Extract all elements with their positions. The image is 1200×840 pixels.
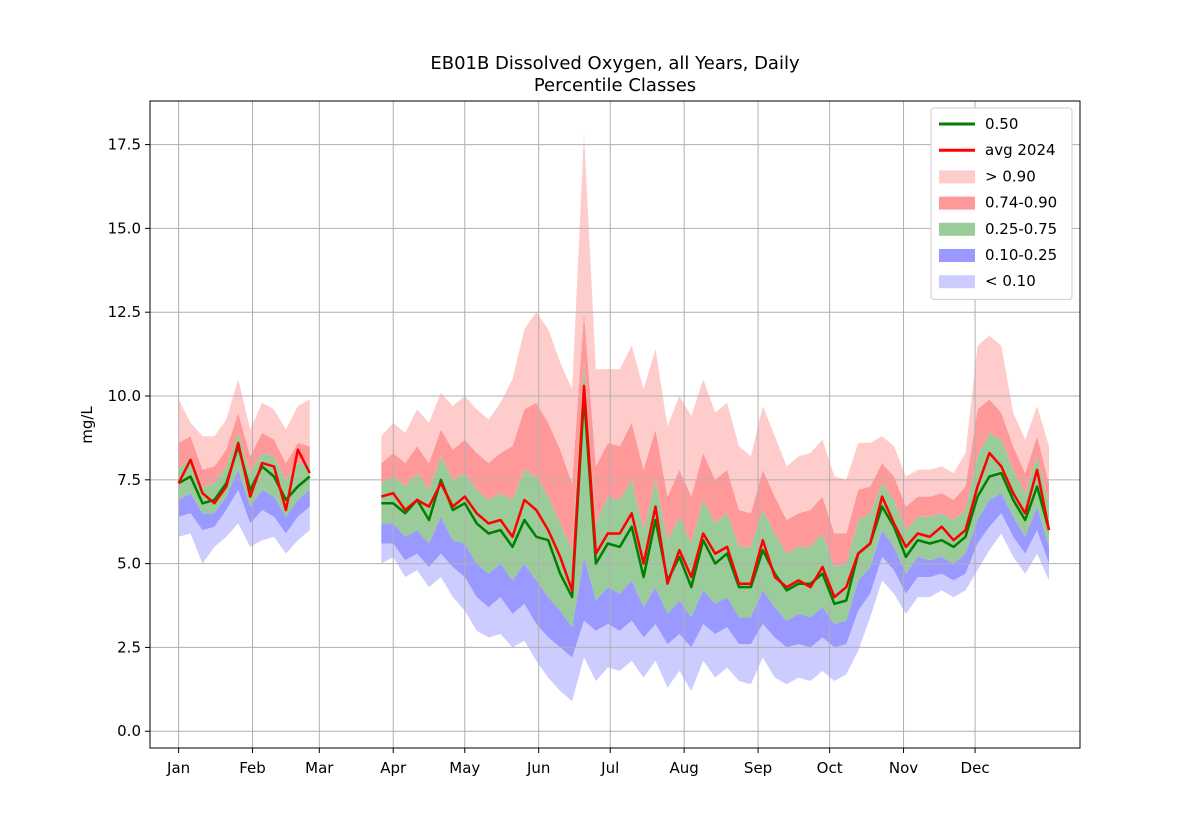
avg-2024-line-seg1 — [380, 384, 1051, 599]
legend-swatch-band — [939, 275, 975, 289]
avg-2024-line-seg0 — [177, 441, 311, 512]
legend-entry-label: < 0.10 — [985, 272, 1036, 290]
legend-entry-label: avg 2024 — [985, 141, 1056, 159]
legend-entry-label: > 0.90 — [985, 167, 1036, 185]
plot-frame — [149, 100, 1081, 749]
x-tick-label: Feb — [239, 759, 266, 777]
y-axis-label: mg/L — [78, 406, 96, 444]
band-above-90-seg0 — [178, 379, 310, 470]
legend-swatch-band — [939, 222, 975, 236]
legend-entry-label: 0.50 — [985, 115, 1018, 133]
x-tick-label: May — [449, 759, 480, 777]
band-below-10-seg0 — [178, 489, 310, 564]
percentile-bands — [178, 134, 1049, 702]
x-tick-label: Jul — [600, 759, 619, 777]
legend-swatch-band — [939, 249, 975, 262]
legend: 0.50 avg 2024 > 0.90 0.74-0.90 0.25-0.75 0.10… — [930, 107, 1073, 300]
x-tick-label: Apr — [380, 759, 407, 777]
x-tick-label: Oct — [817, 759, 843, 777]
legend-entry-label: 0.10-0.25 — [985, 246, 1057, 264]
x-tick-label: Dec — [961, 759, 990, 777]
y-tick-label: 17.5 — [108, 136, 141, 154]
x-tick-label: Nov — [889, 759, 918, 777]
band-below-10-seg1 — [381, 513, 1049, 702]
x-axis: Jan Feb Mar Apr May Jun Jul Aug Sep Oct Nov Dec — [166, 748, 990, 777]
y-tick-label: 2.5 — [117, 638, 141, 656]
x-tick-label: Aug — [670, 759, 699, 777]
legend-entry-label: 0.74-0.90 — [985, 194, 1057, 212]
legend-swatch-band — [939, 196, 975, 210]
band-25-75-seg1 — [381, 362, 1049, 628]
series-lines — [177, 384, 1051, 606]
y-tick-label: 5.0 — [117, 555, 141, 573]
y-tick-label: 15.0 — [108, 219, 141, 237]
x-tick-label: Jun — [526, 759, 550, 777]
median-line-seg1 — [381, 394, 1051, 606]
chart-title: EB01B Dissolved Oxygen, all Years, Daily — [430, 53, 800, 74]
y-axis: 0.0 2.5 5.0 7.5 10.0 12.5 15.0 17.5 — [108, 136, 150, 740]
band-10-25-seg1 — [381, 493, 1049, 658]
band-10-25-seg0 — [178, 469, 310, 534]
chart-subtitle: Percentile Classes — [534, 75, 696, 96]
band-74-90-seg0 — [178, 412, 310, 487]
legend-swatch-band — [939, 170, 975, 184]
y-tick-label: 10.0 — [108, 387, 141, 405]
y-tick-label: 0.0 — [117, 722, 141, 740]
band-above-90-seg1 — [381, 134, 1049, 534]
legend-entry-label: 0.25-0.75 — [985, 220, 1057, 238]
y-tick-label: 7.5 — [117, 471, 141, 489]
y-tick-label: 12.5 — [108, 303, 141, 321]
x-tick-label: Jan — [166, 759, 190, 777]
band-74-90-seg1 — [381, 312, 1049, 567]
x-tick-label: Mar — [305, 759, 334, 777]
x-tick-label: Sep — [744, 759, 772, 777]
